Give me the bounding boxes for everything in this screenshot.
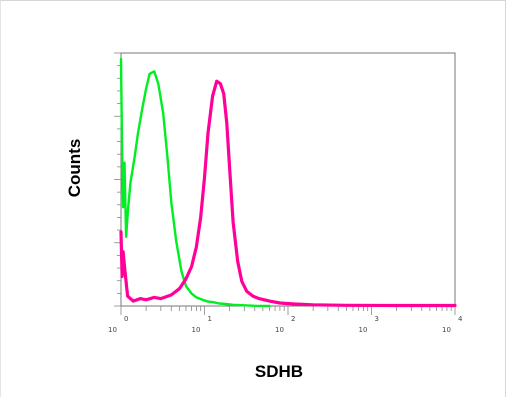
x-tick-label-base: 10: [192, 326, 201, 334]
x-axis-title: SDHB: [255, 362, 303, 381]
x-tick-label-base: 10: [275, 326, 284, 334]
series-line-2: [119, 79, 457, 308]
x-tick-label-exponent: 0: [124, 315, 128, 323]
x-tick-label-exponent: 3: [375, 315, 379, 323]
x-tick-label: 10 2: [275, 315, 295, 334]
x-axis-tick-labels: 10 0 10 1 10 2 10 3 10 4: [108, 315, 463, 334]
plot-border: [120, 52, 456, 307]
x-tick-label: 10 0: [108, 315, 128, 334]
x-tick-label-base: 10: [108, 326, 117, 334]
x-tick-label-exponent: 2: [291, 315, 295, 323]
plot-frame: [120, 52, 456, 307]
x-tick-label: 10 4: [442, 315, 463, 334]
y-axis-title: Counts: [65, 139, 84, 198]
x-tick-label-exponent: 4: [458, 315, 463, 323]
x-tick-label-base: 10: [359, 326, 368, 334]
x-tick-label: 10 3: [359, 315, 379, 334]
x-axis-ticks: [120, 306, 456, 315]
x-tick-label-exponent: 1: [208, 315, 212, 323]
y-axis-ticks: [114, 52, 121, 307]
series-layer: [119, 57, 457, 308]
series-line-1: [119, 57, 271, 308]
x-tick-label-base: 10: [442, 326, 451, 334]
x-tick-label: 10 1: [192, 315, 212, 334]
